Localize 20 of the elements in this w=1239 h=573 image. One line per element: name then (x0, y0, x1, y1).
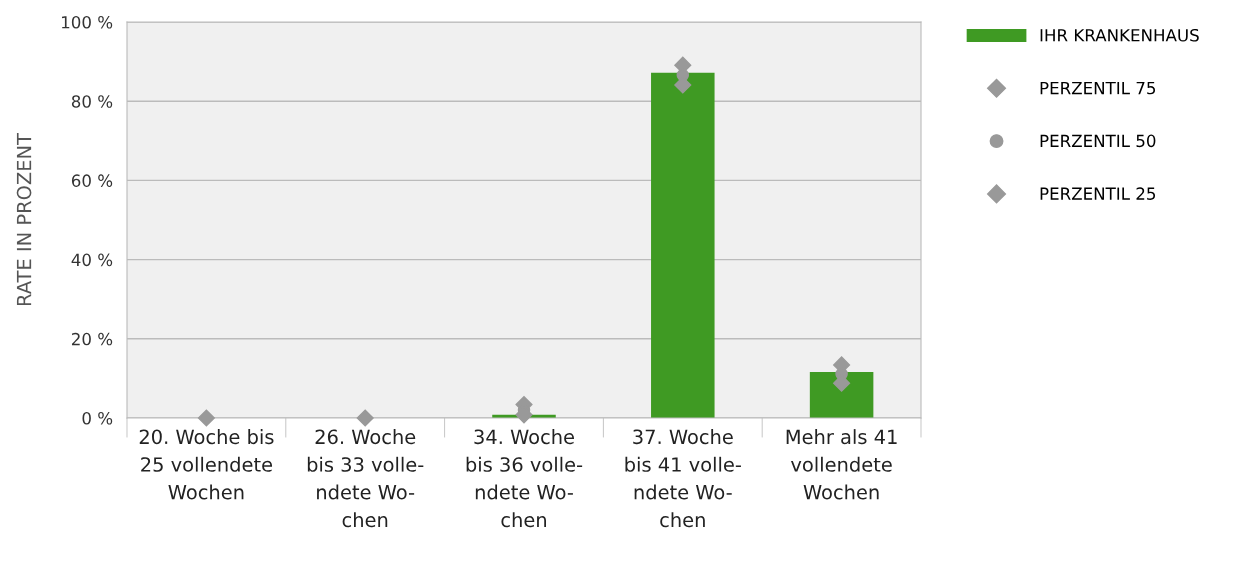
bar (809, 372, 874, 418)
x-tick-label: 26. Woche bis 33 volle- ndete Wo- chen (307, 429, 424, 528)
legend-label: PERZENTIL 75 (1040, 81, 1156, 95)
legend-label: PERZENTIL 50 (1040, 134, 1156, 148)
y-axis-title: RATE IN PROZENT (16, 132, 32, 306)
x-tick-label: Mehr als 41 vollendete Wochen (786, 429, 897, 500)
y-tick-label: 100 % (62, 15, 113, 29)
point (356, 409, 374, 427)
legend-label: IHR KRANKENHAUS (1040, 28, 1199, 42)
y-tick-label: 0 % (82, 411, 113, 425)
legend-label: PERZENTIL 25 (1040, 187, 1156, 200)
x-tick-label: 37. Woche bis 41 volle- ndete Wo- chen (625, 429, 741, 528)
point (197, 409, 215, 427)
y-tick-label: 20 % (71, 332, 113, 346)
y-tick-label: 60 % (71, 174, 113, 187)
y-tick-label: 40 % (71, 253, 113, 267)
x-tick-label: 20. Woche bis 25 vollendete Wochen (139, 429, 274, 500)
y-tick-label: 80 % (71, 95, 113, 108)
x-tick-label: 34. Woche bis 36 volle- ndete Wo- chen (466, 429, 583, 528)
bar (651, 72, 715, 418)
